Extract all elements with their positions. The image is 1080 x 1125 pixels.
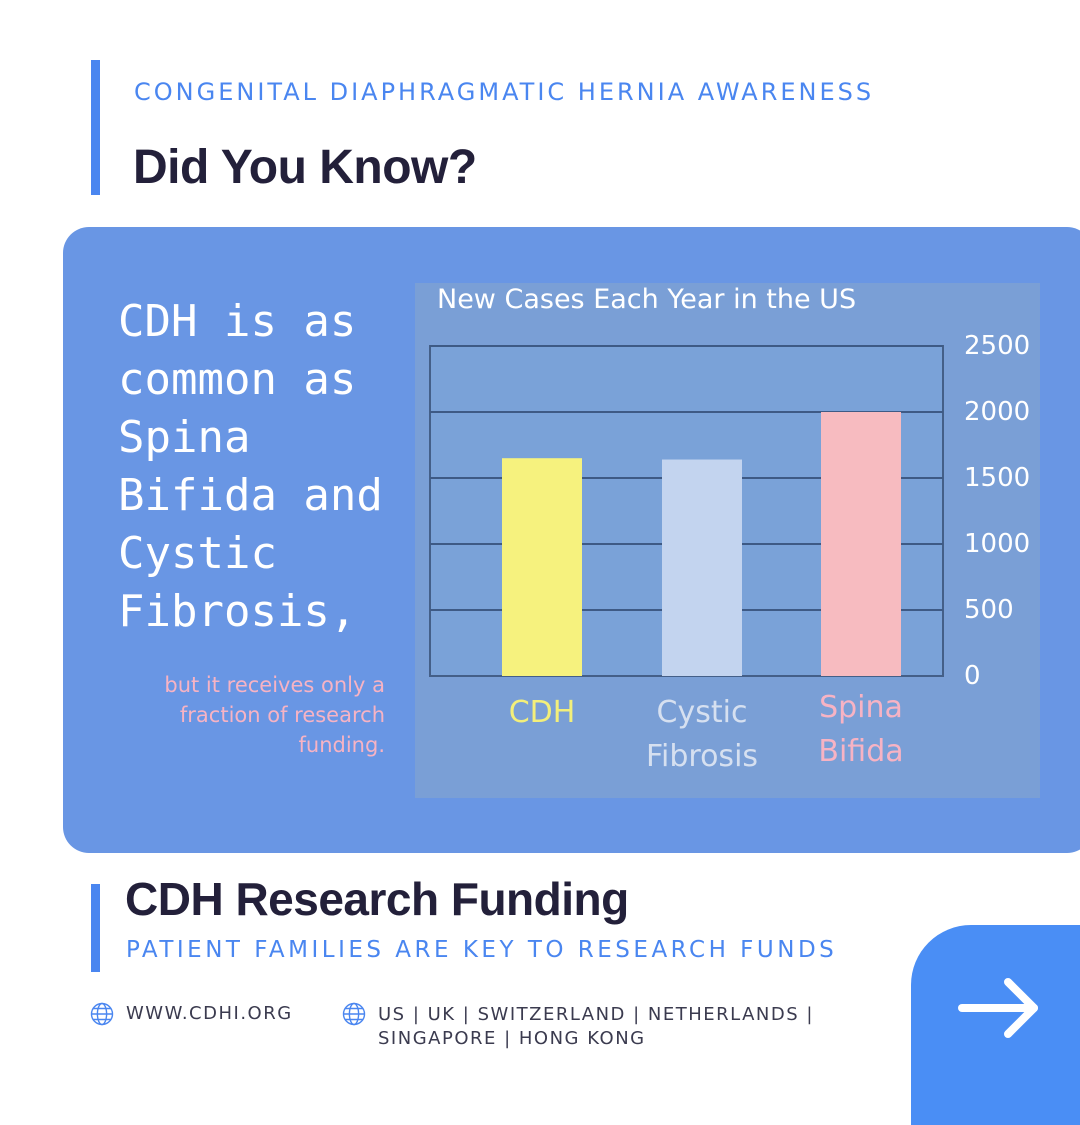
y-tick-label: 2000 xyxy=(964,397,1030,427)
x-tick-label: Bifida xyxy=(818,734,903,769)
chart-panel: New Cases Each Year in the US 2500 2000 150… xyxy=(415,283,1040,798)
section-title: CDH Research Funding xyxy=(125,873,629,925)
y-tick-label: 0 xyxy=(964,661,981,691)
bar-chart: New Cases Each Year in the US 2500 2000 150… xyxy=(429,284,1030,774)
section-kicker: PATIENT FAMILIES ARE KEY TO RESEARCH FUN… xyxy=(126,937,838,963)
website-link[interactable]: WWW.CDHI.ORG xyxy=(90,1002,293,1026)
countries-list: US | UK | SWITZERLAND | NETHERLANDS | SI… xyxy=(342,1002,848,1051)
x-tick-label: Cystic xyxy=(657,695,748,730)
y-tick-label: 1500 xyxy=(964,463,1030,493)
x-tick-label: CDH xyxy=(509,695,576,730)
accent-bar-bottom xyxy=(91,884,100,972)
arrow-right-icon xyxy=(958,978,1038,1038)
x-tick-label: Spina xyxy=(819,690,903,725)
globe-icon xyxy=(90,1002,114,1026)
claim-text: CDH is as common as Spina Bifida and Cys… xyxy=(118,296,383,637)
x-tick-label: Fibrosis xyxy=(646,739,758,774)
subclaim-panel: but it receives only a fraction of resea… xyxy=(118,670,493,760)
y-tick-label: 2500 xyxy=(964,331,1030,361)
globe-icon xyxy=(342,1002,366,1026)
next-button[interactable] xyxy=(911,925,1080,1125)
accent-bar-top xyxy=(91,60,100,195)
awareness-kicker: CONGENITAL DIAPHRAGMATIC HERNIA AWARENES… xyxy=(134,78,875,106)
bar xyxy=(662,459,742,676)
y-tick-label: 500 xyxy=(964,595,1014,625)
y-tick-label: 1000 xyxy=(964,529,1030,559)
chart-title: New Cases Each Year in the US xyxy=(437,284,856,315)
subclaim-text: but it receives only a fraction of resea… xyxy=(164,673,385,757)
countries-text: US | UK | SWITZERLAND | NETHERLANDS | SI… xyxy=(378,1004,814,1049)
page-title: Did You Know? xyxy=(133,141,477,194)
bar xyxy=(821,412,901,676)
website-url: WWW.CDHI.ORG xyxy=(126,1003,293,1024)
bar xyxy=(502,458,582,676)
